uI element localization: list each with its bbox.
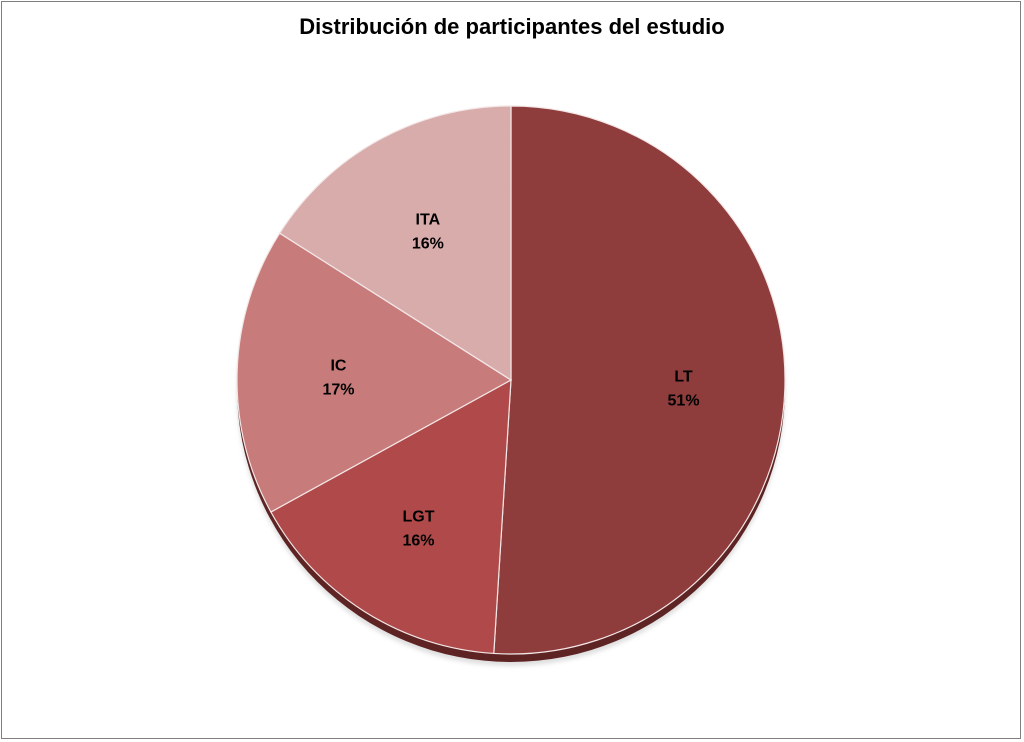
slice-value-lgt: 16%: [402, 533, 434, 550]
pie-slice-ic: [236, 232, 513, 513]
slice-label-ic: IC: [330, 358, 346, 375]
slice-value-ita: 16%: [412, 236, 444, 253]
slice-label-lt: LT: [674, 368, 693, 385]
slice-label-lgt: LGT: [403, 509, 435, 526]
slice-label-ita: ITA: [416, 212, 441, 229]
pie-slice-ita: [278, 105, 512, 382]
slice-value-lt: 51%: [668, 392, 700, 409]
slice-value-ic: 17%: [322, 382, 354, 399]
pie-slice-lt: [493, 105, 786, 655]
chart-title: Distribución de participantes del estudi…: [299, 14, 725, 39]
pie-slices: [236, 105, 786, 655]
pie-slice-lgt: [270, 378, 512, 655]
pie-labels: LT 51% LGT 16% IC 17% ITA 16%: [322, 212, 699, 550]
